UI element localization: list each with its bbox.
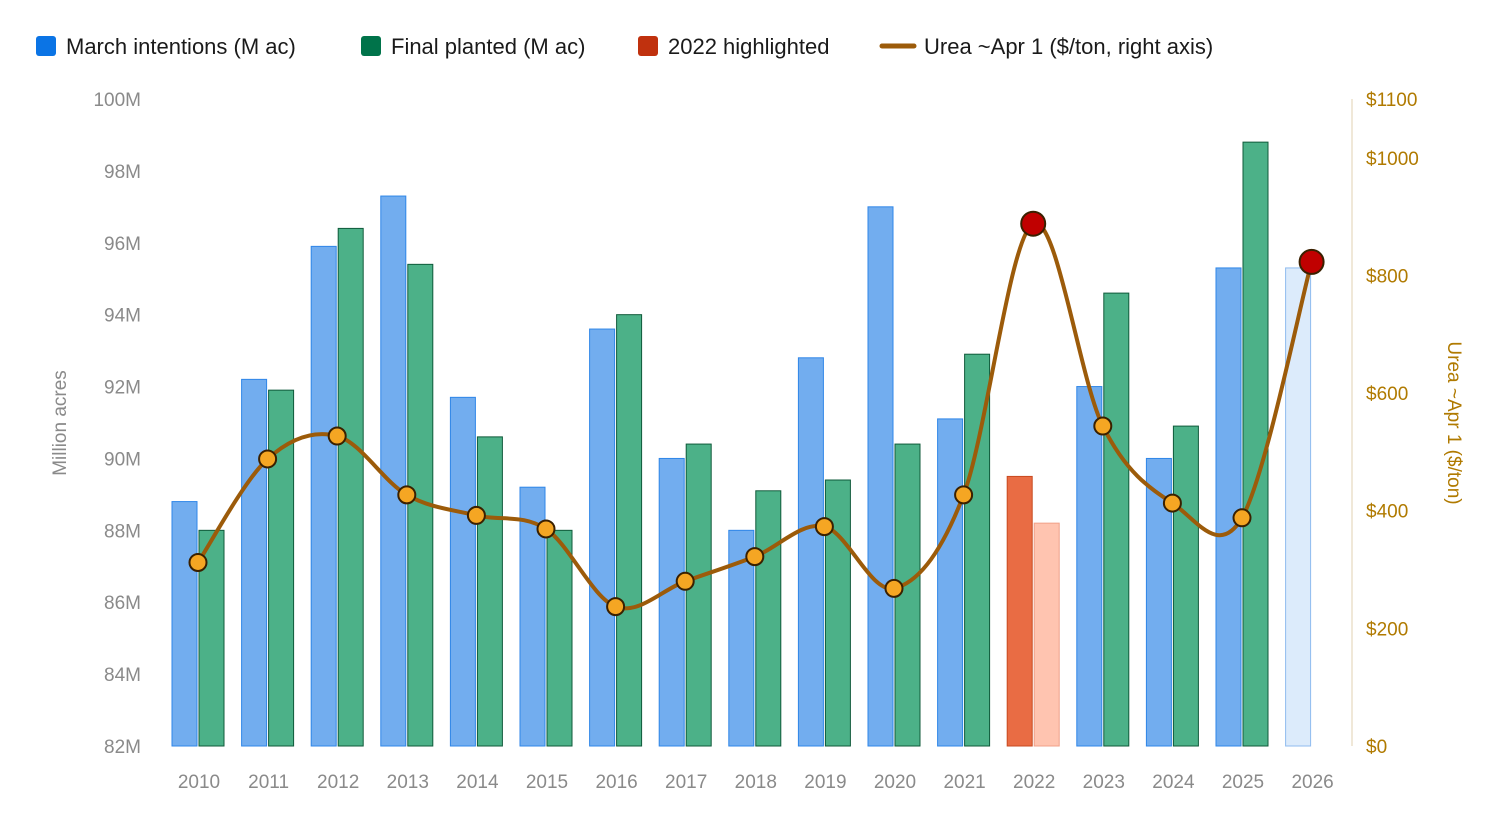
bar-march-intentions[interactable] [171,501,198,747]
axes: 82M 84M 86M 88M 90M 92M 94M 96M 98M 100M $0 $200 $40… [93,90,1418,793]
left-tick-label: 88M [104,521,141,542]
bar-march-intentions[interactable] [589,328,616,747]
bar-march-intentions[interactable] [1285,267,1312,747]
left-tick-label: 100M [93,90,141,111]
bar-march-intentions[interactable] [1215,267,1242,747]
bars [171,141,1312,747]
x-tick-label: 2011 [248,772,289,793]
right-tick-label: $800 [1366,266,1408,287]
bar-final-planted[interactable] [476,436,503,747]
left-tick-label: 90M [104,449,141,470]
left-tick-label: 96M [104,234,141,255]
legend-item-intentions[interactable]: March intentions (M ac) [36,34,296,59]
x-tick-label: 2016 [595,772,637,793]
bar-final-planted[interactable] [1033,522,1060,747]
right-tick-label: $600 [1366,384,1408,405]
left-tick-label: 86M [104,593,141,614]
bar-march-intentions[interactable] [449,396,476,747]
left-tick-label: 82M [104,737,141,758]
x-tick-label: 2014 [456,772,499,793]
x-tick-label: 2024 [1152,772,1195,793]
legend-item-urea[interactable]: Urea ~Apr 1 ($/ton, right axis) [879,34,1213,59]
urea-point[interactable] [884,578,904,598]
urea-point[interactable] [1232,508,1252,528]
x-tick-label: 2012 [317,772,359,793]
x-tick-label: 2021 [943,772,985,793]
x-tick-label: 2020 [874,772,916,793]
bar-march-intentions[interactable] [310,245,337,747]
right-tick-label: $0 [1366,737,1387,758]
legend-label-planted: Final planted (M ac) [391,34,585,59]
urea-point[interactable] [954,485,974,505]
x-tick-label: 2018 [735,772,777,793]
bar-final-planted[interactable] [1103,292,1130,747]
bar-march-intentions[interactable] [658,457,685,747]
x-tick-label: 2022 [1013,772,1055,793]
legend-item-highlight[interactable]: 2022 highlighted [638,34,829,59]
legend-swatch-planted [361,36,381,56]
urea-point-peak[interactable] [1020,210,1047,237]
left-tick-label: 92M [104,378,141,399]
x-tick-label: 2025 [1222,772,1264,793]
left-tick-label: 94M [104,306,141,327]
bar-march-intentions[interactable] [1006,475,1033,747]
x-tick-label: 2019 [804,772,846,793]
urea-point[interactable] [397,485,417,505]
bar-final-planted[interactable] [546,529,573,747]
legend-swatch-intentions [36,36,56,56]
urea-point[interactable] [258,449,278,469]
bar-march-intentions[interactable] [937,418,964,747]
legend-item-planted[interactable]: Final planted (M ac) [361,34,585,59]
bar-march-intentions[interactable] [380,195,407,747]
legend-label-intentions: March intentions (M ac) [66,34,296,59]
legend-label-highlight: 2022 highlighted [668,34,829,59]
bar-march-intentions[interactable] [241,378,268,747]
right-tick-label: $1000 [1366,149,1419,170]
bar-final-planted[interactable] [755,490,782,747]
bar-final-planted[interactable] [1242,141,1269,747]
urea-line-layer [188,210,1325,617]
right-tick-label: $200 [1366,619,1408,640]
bar-march-intentions[interactable] [867,206,894,747]
x-tick-label: 2015 [526,772,568,793]
urea-point[interactable] [745,547,765,567]
right-tick-label: $1100 [1366,90,1417,111]
left-axis-title: Million acres [50,370,71,476]
bar-final-planted[interactable] [616,314,643,747]
urea-point[interactable] [1162,493,1182,513]
urea-point[interactable] [327,426,347,446]
left-tick-label: 98M [104,162,141,183]
bar-march-intentions[interactable] [1076,386,1103,747]
bar-final-planted[interactable] [1172,425,1199,747]
x-tick-label: 2023 [1083,772,1125,793]
urea-point[interactable] [814,517,834,537]
urea-point[interactable] [606,597,626,617]
bar-final-planted[interactable] [337,227,364,747]
right-tick-label: $400 [1366,502,1408,523]
x-tick-label: 2010 [178,772,220,793]
bar-final-planted[interactable] [824,479,851,747]
urea-point[interactable] [675,571,695,591]
x-tick-label: 2017 [665,772,707,793]
x-tick-label: 2026 [1291,772,1333,793]
left-tick-label: 84M [104,665,141,686]
legend: March intentions (M ac) Final planted (M… [36,34,1213,59]
x-tick-label: 2013 [387,772,429,793]
bar-march-intentions[interactable] [797,357,824,747]
urea-point[interactable] [466,505,486,525]
bar-final-planted[interactable] [685,443,712,747]
urea-point-peak[interactable] [1298,248,1325,275]
urea-point[interactable] [188,552,208,572]
right-axis-title: Urea ~Apr 1 ($/ton) [1443,341,1464,504]
urea-point[interactable] [536,519,556,539]
legend-label-urea: Urea ~Apr 1 ($/ton, right axis) [924,34,1213,59]
bar-final-planted[interactable] [964,353,991,747]
legend-swatch-highlight [638,36,658,56]
urea-point[interactable] [1093,416,1113,436]
